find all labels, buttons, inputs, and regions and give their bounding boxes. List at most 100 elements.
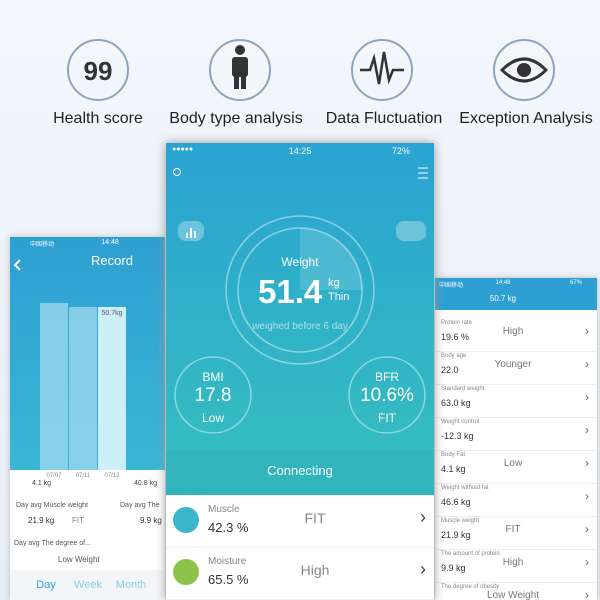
row-label: Muscle weight xyxy=(441,518,480,524)
row[interactable]: Body Fat 4.1 kg Low › xyxy=(435,450,597,484)
stat-label: Day avg Muscle weight xyxy=(16,502,88,509)
row-value: 22.0 xyxy=(441,365,459,375)
time: 14:25 xyxy=(288,146,312,156)
row-label: Weight without fat xyxy=(441,485,489,491)
carrier: 中国移动 xyxy=(30,242,55,248)
row-status: Low Weight xyxy=(486,590,540,600)
list-status: High xyxy=(300,562,330,578)
bfr-label: BFR xyxy=(375,370,399,384)
row-value: -12.3 kg xyxy=(441,431,474,441)
row[interactable]: The amount of protein 9.9 kg High › xyxy=(435,549,597,583)
chevron: › xyxy=(585,423,589,437)
connect-label[interactable]: Connecting xyxy=(267,463,333,478)
row[interactable]: Muscle weight 21.9 kg FIT › xyxy=(435,516,597,550)
row[interactable]: Protein rate 19.6 % High › xyxy=(435,318,597,352)
tab-bar xyxy=(10,570,165,600)
chevron: › xyxy=(420,507,426,527)
cropped-value: 4.1 kg xyxy=(32,480,52,487)
chevron: › xyxy=(585,324,589,338)
bar-label: 50.7kg xyxy=(101,310,123,317)
row-value: 63.0 kg xyxy=(441,398,471,408)
feature-label: Health score xyxy=(53,110,143,127)
weight-note: weighed before 6 day xyxy=(252,321,348,332)
bfr-value: 10.6% xyxy=(360,385,414,406)
date: 07/13 xyxy=(104,473,120,479)
left-bars xyxy=(13,259,126,470)
stat-value: 21.9 kg xyxy=(28,516,55,525)
row[interactable]: Standard weight 63.0 kg › xyxy=(435,384,597,418)
row[interactable]: Weight without fat 46.6 kg › xyxy=(435,483,597,517)
row-label: The degree of obesity xyxy=(441,584,500,590)
bfr-status: FIT xyxy=(378,411,396,425)
center-header xyxy=(166,143,434,450)
list-status: FIT xyxy=(304,510,326,526)
list-value: 65.5 % xyxy=(208,572,249,587)
row[interactable]: The degree of obesity Low Weight › xyxy=(435,582,597,600)
chevron: › xyxy=(585,522,589,536)
chevron: › xyxy=(585,357,589,371)
bmi-value: 17.8 xyxy=(194,385,232,406)
title: 50.7 kg xyxy=(489,294,517,303)
row[interactable]: Weight control -12.3 kg › xyxy=(435,417,597,451)
stat-label: Day avg The degree of... xyxy=(14,540,91,547)
center-gauges xyxy=(173,167,428,434)
weight-value: 51.4 xyxy=(258,273,323,310)
row-value: 21.9 kg xyxy=(441,530,471,540)
chevron: › xyxy=(585,456,589,470)
weight-unit: kg xyxy=(328,277,340,289)
row-value: 9.9 kg xyxy=(441,563,466,573)
tab[interactable]: Week xyxy=(74,579,102,591)
row-value: 4.1 kg xyxy=(441,464,466,474)
date: 07/11 xyxy=(75,473,91,479)
date: 07/07 xyxy=(46,473,62,479)
row-status: Low xyxy=(503,458,523,469)
list-label: Muscle xyxy=(208,504,240,515)
stat-value: 9.9 kg xyxy=(140,516,162,525)
time: 14:48 xyxy=(495,280,511,286)
row-status: High xyxy=(502,326,524,337)
list-row[interactable]: Muscle 42.3 % FIT › xyxy=(166,495,434,548)
row-label: Body age xyxy=(441,353,467,359)
row-status: High xyxy=(502,557,524,568)
tab[interactable]: Month xyxy=(115,579,147,591)
row-status: FIT xyxy=(505,524,521,535)
right-phone: 中国移动 14:48 67% 50.7 kg Protein rate 19.6 … xyxy=(435,278,597,600)
stat-status: Low Weight xyxy=(58,555,100,564)
stat-status: FIT xyxy=(72,516,84,525)
stat-label: Day avg The xyxy=(120,502,160,509)
carrier: 中国移动 xyxy=(439,283,464,289)
row-label: Protein rate xyxy=(441,320,473,326)
row-label: Weight control xyxy=(441,419,480,425)
signal: ●●●●● xyxy=(172,146,194,153)
time: 14:48 xyxy=(101,239,119,246)
list-icon xyxy=(173,507,199,533)
cropped-value: 40.8 kg xyxy=(134,480,157,487)
weight-label: Weight xyxy=(281,255,319,269)
row-label: Standard weight xyxy=(441,386,485,392)
chevron: › xyxy=(585,555,589,569)
connect-bar[interactable] xyxy=(166,450,434,495)
weight-status: Thin xyxy=(328,291,350,303)
bmi-label: BMI xyxy=(202,370,224,384)
row-value: 46.6 kg xyxy=(441,497,471,507)
battery: 67% xyxy=(570,280,583,286)
row-value: 19.6 % xyxy=(441,332,470,342)
row-label: The amount of protein xyxy=(441,551,500,557)
center-phone: ●●●●● 14:25 72% Weight 51.4 kg Thin weig… xyxy=(166,143,434,600)
bmi-status: Low xyxy=(201,411,225,425)
row[interactable]: Body age 22.0 Younger › xyxy=(435,351,597,385)
feature-label: Data Fluctuation xyxy=(325,110,443,127)
chevron: › xyxy=(585,588,589,600)
list-value: 42.3 % xyxy=(208,520,249,535)
list-row[interactable]: Moisture 65.5 % High › xyxy=(166,547,434,600)
chevron: › xyxy=(420,559,426,579)
chevron: › xyxy=(585,489,589,503)
tab[interactable]: Day xyxy=(36,579,56,591)
right-header xyxy=(435,278,597,310)
left-phone: 中国移动 14:48 Record 50.7kg 07/07 07/11 07/… xyxy=(10,237,165,600)
icon-text: 99 xyxy=(83,56,113,86)
list-icon xyxy=(173,559,199,585)
row-status: Younger xyxy=(494,359,532,370)
battery: 72% xyxy=(392,146,411,156)
